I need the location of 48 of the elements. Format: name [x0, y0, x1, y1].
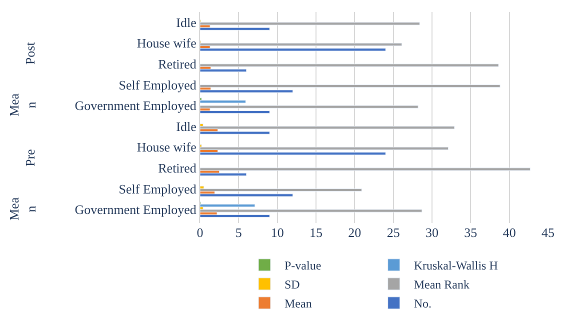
y-tick-label: Idle	[176, 118, 197, 134]
y-tick-label: Self Employed	[118, 181, 197, 196]
text: Post	[22, 42, 38, 65]
bar	[200, 172, 247, 176]
bar	[200, 188, 362, 192]
bar	[200, 84, 500, 88]
bar	[200, 68, 247, 72]
y-tick-label: House wife	[136, 36, 197, 51]
x-tick-label: 0	[196, 225, 204, 240]
x-tick-label: 20	[348, 225, 362, 240]
legend-label: Mean Rank	[414, 278, 470, 292]
x-tick-label: 5	[235, 225, 242, 240]
x-tick-label: 30	[426, 225, 438, 240]
y-tick-label: Idle	[176, 14, 197, 30]
bar	[200, 22, 420, 26]
y-tick-label: Government Employed	[74, 202, 197, 218]
bar	[200, 168, 530, 171]
bar	[200, 209, 422, 212]
bar	[200, 90, 294, 93]
legend-label: Mean	[284, 296, 312, 311]
legend-label: SD	[284, 278, 300, 292]
y-tick-label: Self Employed	[118, 77, 197, 92]
bar	[200, 204, 256, 208]
y-tick-label: Retired	[158, 56, 197, 72]
y-tick-label: Government Employed	[74, 98, 197, 114]
y-tick-label: Retired	[158, 160, 197, 176]
bar	[200, 27, 270, 30]
bar	[200, 48, 386, 52]
x-tick-label: 45	[542, 225, 554, 240]
bar	[200, 152, 386, 156]
text: Mea n	[6, 93, 38, 117]
x-tick-label: 40	[502, 225, 516, 240]
bar	[200, 146, 448, 150]
x-tick-label: 25	[386, 225, 400, 240]
bar	[200, 110, 270, 114]
bar	[200, 214, 270, 218]
legend-label: Kruskal-Wallis H	[414, 258, 498, 273]
bar	[200, 64, 499, 67]
x-tick-label: 15	[310, 225, 322, 240]
text: Mea n	[6, 197, 38, 220]
bar	[200, 194, 294, 197]
legend-label: No.	[414, 296, 432, 311]
legend-label: P-value	[284, 258, 322, 273]
x-tick-label: 35	[464, 225, 478, 240]
y-tick-label: House wife	[136, 140, 197, 155]
x-tick-label: 10	[270, 225, 284, 240]
text: Pre	[22, 148, 38, 167]
bar	[200, 42, 402, 46]
